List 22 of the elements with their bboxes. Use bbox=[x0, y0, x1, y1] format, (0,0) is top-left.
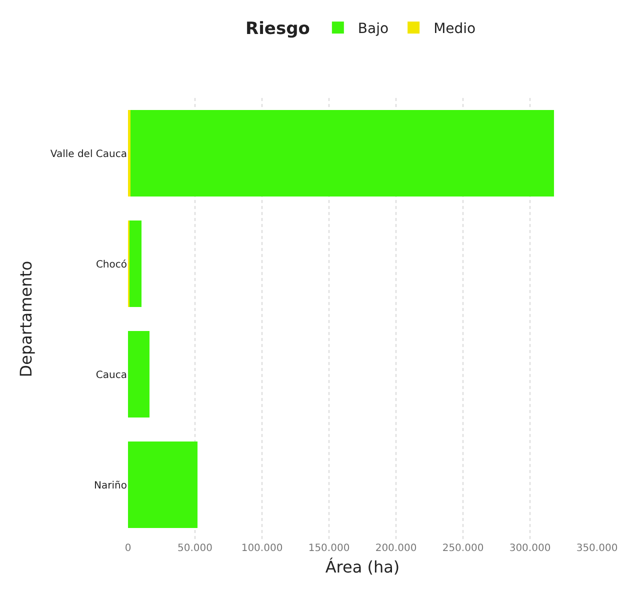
y-tick-label: Valle del Cauca bbox=[50, 148, 127, 160]
bar bbox=[128, 110, 131, 196]
x-axis-title: Área (ha) bbox=[325, 558, 400, 577]
x-tick-label: 250.000 bbox=[442, 543, 484, 554]
x-tick-label: 50.000 bbox=[178, 543, 212, 554]
y-tick-label: Cauca bbox=[96, 370, 127, 381]
bar bbox=[128, 331, 150, 418]
y-axis-title: Departamento bbox=[16, 260, 36, 378]
legend-label: Bajo bbox=[358, 21, 389, 38]
bar bbox=[128, 442, 198, 528]
y-tick-label: Nariño bbox=[94, 480, 127, 492]
legend-title: Riesgo bbox=[246, 19, 310, 40]
x-tick-label: 150.000 bbox=[308, 543, 350, 554]
bar bbox=[130, 110, 554, 196]
y-tick-label: Chocó bbox=[96, 259, 127, 270]
x-tick-label: 100.000 bbox=[241, 543, 283, 554]
x-tick-label: 300.000 bbox=[509, 543, 551, 554]
bar bbox=[129, 220, 142, 307]
x-tick-label: 0 bbox=[124, 543, 132, 554]
legend-label: Medio bbox=[434, 21, 476, 38]
x-tick-label: 350.000 bbox=[576, 543, 618, 554]
x-tick-label: 200.000 bbox=[375, 543, 417, 554]
